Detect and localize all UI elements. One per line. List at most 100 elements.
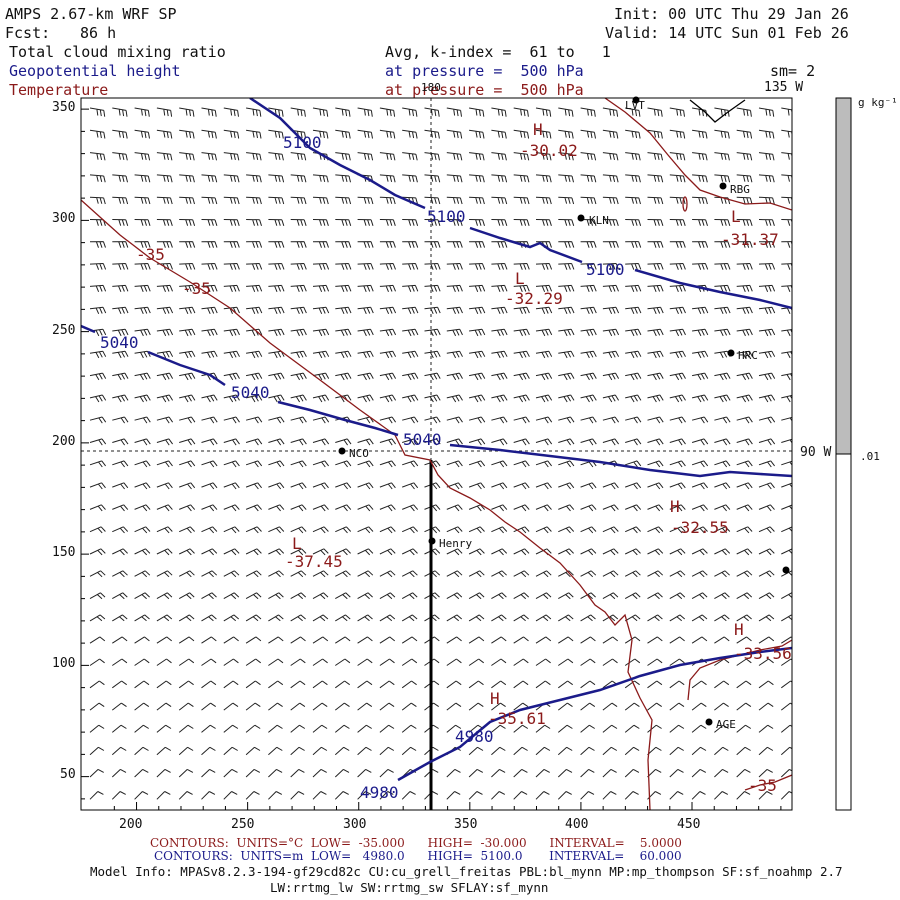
height-label: 5100 (586, 260, 625, 279)
wind-barb (312, 438, 330, 446)
wind-barb (736, 416, 753, 424)
colorbar-units: g kg⁻¹ (858, 96, 898, 109)
wind-barb (402, 284, 419, 292)
wind-barb (535, 460, 552, 468)
wind-barb (156, 394, 174, 403)
wind-barb (558, 350, 575, 359)
wind-barb (468, 746, 484, 756)
wind-barb (758, 768, 773, 778)
station-marker-age[interactable] (705, 718, 713, 726)
wind-barb (691, 746, 707, 756)
wind-barb (89, 129, 106, 139)
wind-barb (469, 284, 486, 292)
wind-barb (714, 263, 731, 270)
wind-barb (268, 219, 285, 226)
height-pressure-label: at pressure = 500 hPa (385, 62, 584, 80)
wind-barb (134, 350, 151, 359)
wind-barb (714, 570, 730, 578)
wind-barb (223, 438, 240, 446)
wind-barb (268, 791, 283, 800)
wind-barb (246, 241, 263, 248)
wind-barb (647, 614, 663, 622)
station-marker-hrc[interactable] (727, 349, 735, 357)
wind-barb (758, 107, 775, 117)
wind-barb (290, 724, 306, 733)
wind-barb (669, 306, 686, 315)
wind-barb (736, 241, 753, 248)
wind-barb (781, 285, 792, 292)
wind-barb (736, 724, 752, 733)
wind-barb (357, 107, 373, 117)
wind-barb (268, 174, 285, 183)
wind-barb (379, 702, 395, 711)
wind-barb (647, 284, 664, 292)
wind-barb (624, 746, 640, 756)
wind-barb (647, 460, 664, 468)
wind-barb (401, 680, 417, 689)
wind-barb (357, 791, 372, 800)
wind-barb (469, 174, 485, 183)
wind-barb (491, 702, 506, 711)
wind-barb (469, 152, 485, 161)
wind-barb (446, 570, 463, 578)
wind-barb (558, 548, 574, 556)
wind-barb (179, 350, 196, 359)
wind-barb (758, 724, 774, 733)
wind-barb (246, 306, 263, 315)
wind-barb (669, 416, 686, 424)
wind-barb (201, 263, 218, 270)
wind-barb (513, 394, 530, 403)
wind-barb (312, 791, 327, 800)
wind-barb (268, 306, 285, 315)
wind-barb (736, 504, 753, 512)
wind-barb (401, 724, 417, 733)
wind-barb (781, 570, 792, 577)
wind-barb (111, 791, 126, 800)
wind-barb (446, 394, 463, 403)
wind-barb (246, 284, 263, 292)
wind-barb (714, 526, 731, 534)
wind-barb (156, 614, 173, 622)
wind-barb (781, 174, 792, 182)
field-height-label: Geopotential height (9, 62, 181, 80)
station-marker-lvt[interactable] (632, 96, 640, 104)
station-marker-nco[interactable] (338, 447, 346, 455)
wind-barb (625, 372, 642, 381)
wind-barb (781, 614, 792, 622)
station-marker-rbg[interactable] (719, 182, 727, 190)
station-marker-kln[interactable] (577, 214, 585, 222)
wind-barb (669, 548, 686, 556)
wind-barb (781, 548, 792, 555)
wind-barb (758, 438, 776, 446)
wind-barb (602, 724, 618, 733)
wind-barb (246, 152, 262, 161)
wind-barb (379, 438, 397, 446)
wind-barb (714, 746, 729, 756)
wind-barb (134, 482, 151, 490)
wind-barb (357, 570, 374, 578)
wind-barb (179, 394, 196, 403)
wind-barb (491, 724, 506, 733)
wind-barb (312, 129, 329, 139)
wind-barb (134, 219, 151, 226)
wind-barb (558, 241, 575, 248)
wind-barb (156, 680, 172, 689)
station-marker-henry[interactable] (428, 537, 436, 545)
wind-barb (312, 680, 328, 689)
wind-barb (491, 768, 506, 778)
wind-barb (312, 372, 330, 381)
wind-barb (245, 548, 262, 556)
wind-barb (602, 791, 617, 800)
wind-barb (112, 504, 129, 512)
wind-barb (357, 724, 372, 733)
wind-barb (736, 526, 753, 534)
wind-barb (223, 241, 240, 248)
height-label: 4980 (360, 783, 399, 802)
wind-barb (557, 791, 572, 800)
wind-barb (424, 350, 441, 359)
wind-barb (602, 129, 619, 139)
wind-barb (714, 328, 731, 337)
station-marker-east[interactable] (782, 566, 790, 574)
wind-barb (714, 372, 731, 381)
